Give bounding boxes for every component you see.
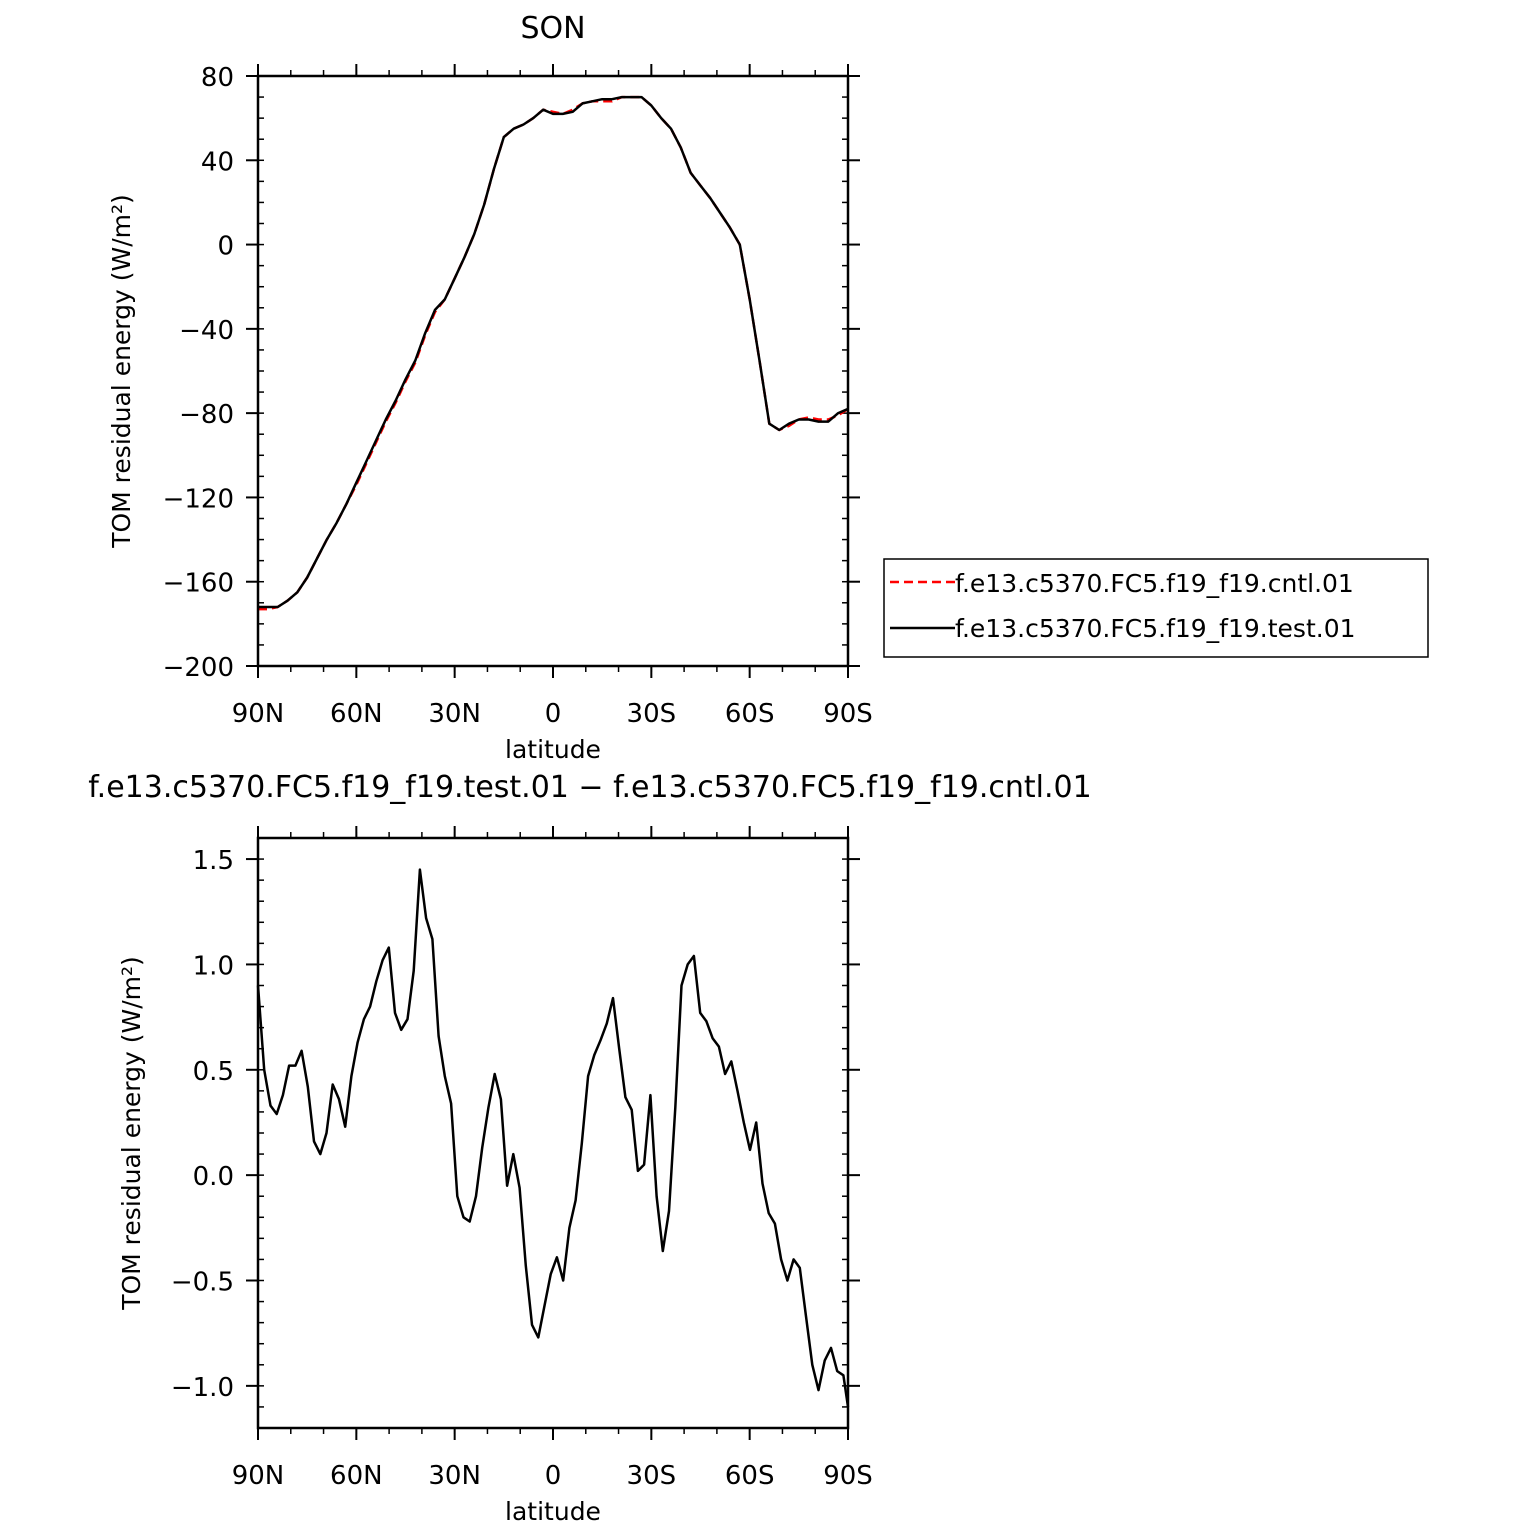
x-tick-label: 60N: [330, 1461, 383, 1491]
bottom-ticks: [246, 826, 860, 1440]
y-tick-label: −1.0: [171, 1373, 234, 1403]
legend-label-cntl: f.e13.c5370.FC5.f19_f19.cntl.01: [955, 569, 1354, 598]
y-tick-label: −200: [163, 653, 234, 683]
x-tick-label: 30N: [428, 699, 481, 729]
y-tick-label: −40: [179, 316, 234, 346]
top-y-axis-label: TOM residual energy (W/m²): [107, 194, 136, 549]
bottom-plot-frame: [256, 836, 850, 1430]
top-x-tick-labels: 90N 60N 30N 0 30S 60S 90S: [232, 699, 873, 729]
top-plot-frame: [256, 74, 850, 668]
x-tick-label: 90N: [232, 699, 285, 729]
bottom-x-tick-labels: 90N 60N 30N 0 30S 60S 90S: [232, 1461, 873, 1491]
x-tick-label: 30S: [627, 699, 677, 729]
x-tick-label: 0: [545, 699, 562, 729]
series-line-0: [256, 868, 850, 1408]
y-tick-label: 0: [217, 232, 234, 262]
top-panel: SON 80 40 0 −40 −80 −120 −160 −200 90N 60N 30N 0 30…: [107, 11, 1429, 764]
legend-label-test: f.e13.c5370.FC5.f19_f19.test.01: [955, 614, 1356, 643]
x-tick-label: 90N: [232, 1461, 285, 1491]
x-tick-label: 90S: [823, 1461, 873, 1491]
y-tick-label: 0.5: [193, 1057, 234, 1087]
x-tick-label: 60S: [725, 699, 775, 729]
y-tick-label: 40: [201, 147, 234, 177]
bottom-y-axis-label: TOM residual energy (W/m²): [117, 956, 146, 1311]
y-tick-label: 1.5: [193, 846, 234, 876]
bottom-chart-title: f.e13.c5370.FC5.f19_f19.test.01 − f.e13.…: [88, 770, 1091, 805]
top-x-axis-label: latitude: [505, 735, 601, 764]
top-chart-title: SON: [520, 11, 585, 46]
y-tick-label: −80: [179, 400, 234, 430]
legend-box: [883, 558, 1429, 658]
x-tick-label: 30S: [627, 1461, 677, 1491]
x-tick-label: 60S: [725, 1461, 775, 1491]
bottom-panel: f.e13.c5370.FC5.f19_f19.test.01 − f.e13.…: [88, 770, 1091, 1526]
y-tick-label: −160: [163, 569, 234, 599]
top-ticks: [246, 64, 860, 678]
bottom-x-axis-label: latitude: [505, 1497, 601, 1526]
bottom-series: [256, 868, 850, 1408]
bottom-y-tick-labels: 1.5 1.0 0.5 0.0 −0.5 −1.0: [171, 846, 234, 1403]
x-tick-label: 60N: [330, 699, 383, 729]
y-tick-label: 0.0: [193, 1162, 234, 1192]
y-tick-label: −120: [163, 484, 234, 514]
top-series: [258, 95, 849, 611]
series-line-1: [258, 95, 849, 609]
legend: f.e13.c5370.FC5.f19_f19.cntl.01 f.e13.c5…: [883, 558, 1429, 658]
x-tick-label: 0: [545, 1461, 562, 1491]
y-tick-label: 80: [201, 63, 234, 93]
y-tick-label: −0.5: [171, 1268, 234, 1298]
y-tick-label: 1.0: [193, 951, 234, 981]
x-tick-label: 90S: [823, 699, 873, 729]
x-tick-label: 30N: [428, 1461, 481, 1491]
top-y-tick-labels: 80 40 0 −40 −80 −120 −160 −200: [163, 63, 234, 683]
